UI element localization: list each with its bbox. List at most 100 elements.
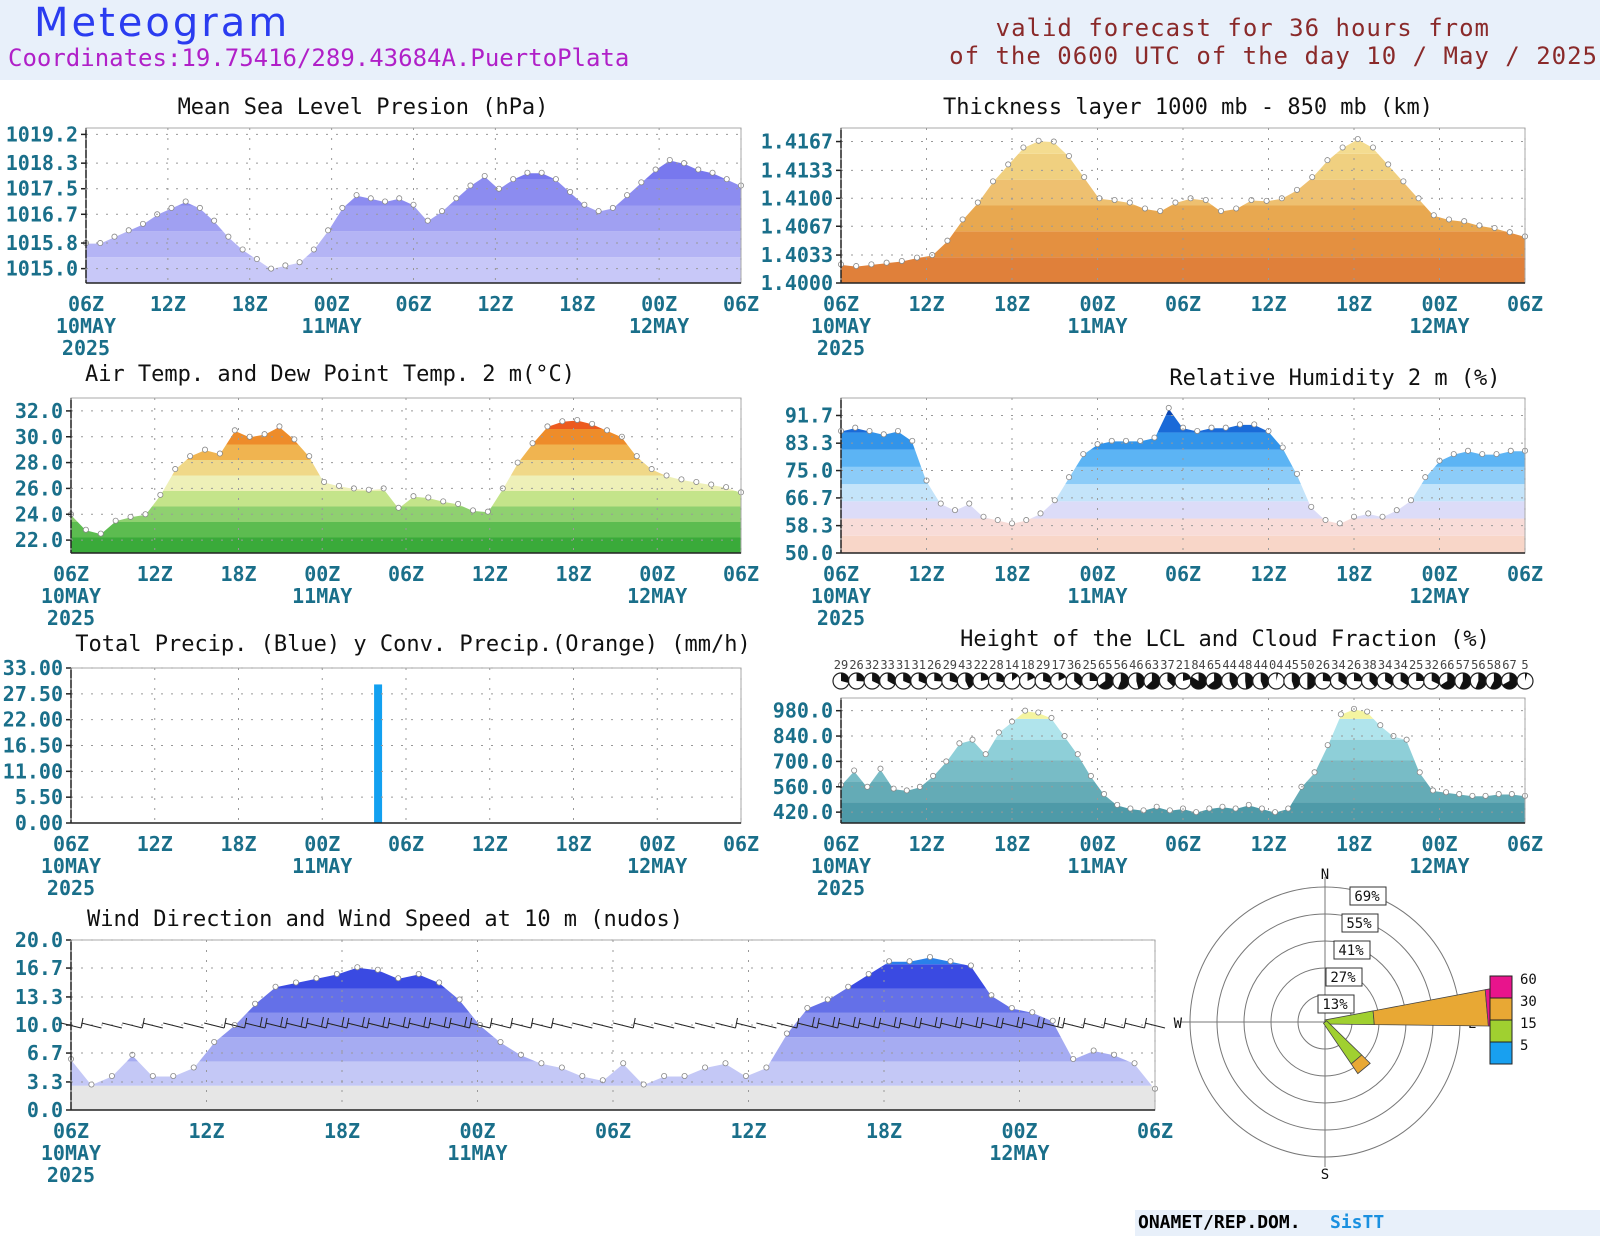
thickness-point bbox=[1066, 152, 1073, 159]
mslp-point bbox=[296, 259, 303, 266]
wind-barb-shaft bbox=[797, 1022, 818, 1029]
thickness-ytick-label: 1.4167 bbox=[761, 130, 833, 154]
lcl-date-label: 12MAY bbox=[1409, 854, 1469, 878]
wind-ytick-label: 0.0 bbox=[27, 1098, 63, 1122]
cloud-fraction-fill bbox=[841, 672, 850, 683]
wind-point bbox=[395, 975, 402, 982]
temp-point bbox=[127, 513, 134, 520]
rh-point bbox=[1308, 503, 1315, 510]
wind-barb-flag bbox=[259, 1016, 263, 1028]
mslp-ytick-label: 1018.3 bbox=[6, 151, 78, 175]
rh-xtick-label: 06Z bbox=[823, 562, 859, 586]
wind-point bbox=[967, 962, 974, 969]
rh-point bbox=[1422, 474, 1429, 481]
windrose-s-label: S bbox=[1321, 1167, 1329, 1183]
cloud-fraction-label: 26 bbox=[1316, 658, 1330, 672]
cloud-fraction-label: 29 bbox=[943, 658, 957, 672]
wind-point bbox=[640, 1081, 647, 1088]
lcl-xtick-label: 00Z bbox=[1421, 832, 1457, 856]
mslp-point bbox=[723, 176, 730, 183]
mslp-point bbox=[382, 198, 389, 205]
wind-point bbox=[415, 971, 422, 978]
cloud-fraction-fill bbox=[903, 673, 912, 684]
wind-barb-flag bbox=[1057, 1016, 1061, 1028]
wind-point bbox=[108, 1073, 115, 1080]
rh-point bbox=[1493, 451, 1500, 458]
thickness-point bbox=[959, 216, 966, 223]
wind-xtick-label: 06Z bbox=[595, 1119, 631, 1143]
temp-xtick-label: 18Z bbox=[220, 562, 256, 586]
temp-point bbox=[97, 530, 104, 537]
wind-date-label: 10MAY bbox=[41, 1141, 101, 1165]
temp-point bbox=[440, 498, 447, 505]
cloud-fraction-label: 63 bbox=[1145, 658, 1159, 672]
cloud-fraction-label: 36 bbox=[1067, 658, 1081, 672]
temp-point bbox=[514, 459, 521, 466]
wind-barb-shaft bbox=[429, 1022, 450, 1029]
wind-year-label: 2025 bbox=[47, 1163, 95, 1187]
wind-barb-flag bbox=[954, 1016, 958, 1028]
rh-title: Relative Humidity 2 m (%) bbox=[1169, 366, 1500, 391]
lcl-point bbox=[1416, 769, 1423, 776]
rh-point bbox=[1279, 444, 1286, 451]
wind-barb-shaft bbox=[1083, 1022, 1104, 1029]
wind-barb-shaft bbox=[715, 1022, 736, 1029]
cloud-fraction-fill bbox=[1012, 673, 1019, 681]
wind-point bbox=[354, 964, 361, 971]
rh-xtick-label: 06Z bbox=[1165, 562, 1201, 586]
wind-point bbox=[742, 1073, 749, 1080]
cloud-fraction-label: 67 bbox=[1502, 658, 1516, 672]
wind-barb-flag bbox=[361, 1016, 365, 1028]
footer-bar bbox=[1135, 1210, 1600, 1236]
lcl-ytick-label: 840.0 bbox=[773, 724, 833, 748]
wind-point bbox=[804, 1005, 811, 1012]
windrose-petal-band bbox=[1322, 1020, 1363, 1065]
cloud-fraction-label: 56 bbox=[1471, 658, 1485, 672]
mslp-point bbox=[424, 217, 431, 224]
wind-barb-flag bbox=[832, 1016, 836, 1028]
cloud-fraction-label: 48 bbox=[1238, 658, 1252, 672]
temp-point bbox=[231, 427, 238, 434]
wind-barb-flag bbox=[402, 1016, 406, 1028]
mslp-point bbox=[510, 176, 517, 183]
rh-point bbox=[1222, 424, 1229, 431]
mslp-point bbox=[353, 192, 360, 199]
temp-point bbox=[469, 507, 476, 514]
precip-xtick-label: 00Z bbox=[639, 832, 675, 856]
rh-ytick-label: 50.0 bbox=[785, 541, 833, 565]
thickness-point bbox=[1081, 174, 1088, 181]
temp-ytick-label: 28.0 bbox=[15, 451, 63, 475]
rh-point bbox=[852, 424, 859, 431]
lcl-point bbox=[890, 785, 897, 792]
windrose-ring-label-box bbox=[1349, 886, 1387, 906]
temp-xtick-label: 00Z bbox=[639, 562, 675, 586]
temp-point bbox=[544, 423, 551, 430]
thickness-point bbox=[974, 199, 981, 206]
windrose-legend-swatch bbox=[1489, 1041, 1513, 1065]
wind-point bbox=[845, 983, 852, 990]
mslp-point bbox=[624, 192, 631, 199]
wind-date-label: 11MAY bbox=[447, 1141, 507, 1165]
wind-xtick-label: 18Z bbox=[866, 1119, 902, 1143]
cloud-fraction-fill bbox=[934, 673, 943, 682]
mslp-point bbox=[481, 172, 488, 179]
lcl-point bbox=[877, 765, 884, 772]
lcl-point bbox=[1232, 805, 1239, 812]
precip-xtick-label: 18Z bbox=[555, 832, 591, 856]
temp-ytick-label: 26.0 bbox=[15, 476, 63, 500]
wind-barb-shaft bbox=[1022, 1022, 1043, 1029]
thickness-point bbox=[1172, 199, 1179, 206]
thickness-xtick-label: 00Z bbox=[1421, 292, 1457, 316]
temp-point bbox=[723, 484, 730, 491]
lcl-point bbox=[1495, 791, 1502, 798]
cloud-fraction-label: 65 bbox=[1098, 658, 1112, 672]
lcl-point bbox=[903, 787, 910, 794]
mslp-ytick-label: 1016.7 bbox=[6, 202, 78, 226]
cloud-fraction-label: 34 bbox=[1378, 658, 1392, 672]
precip-ytick-label: 33.00 bbox=[3, 656, 63, 680]
rh-point bbox=[1379, 513, 1386, 520]
rh-point bbox=[952, 507, 959, 514]
cloud-fraction-fill bbox=[1245, 672, 1254, 689]
temp-xtick-label: 12Z bbox=[137, 562, 173, 586]
